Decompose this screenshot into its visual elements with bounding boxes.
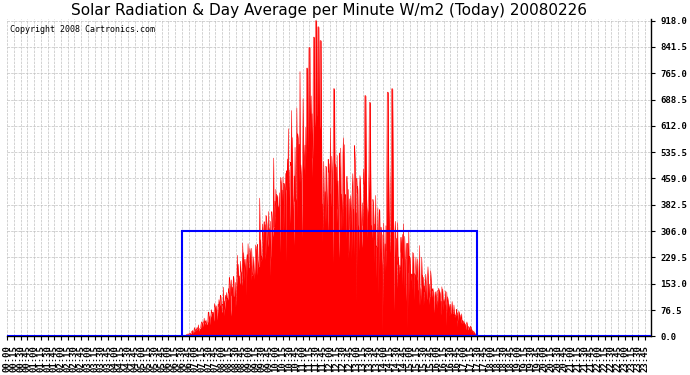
- Title: Solar Radiation & Day Average per Minute W/m2 (Today) 20080226: Solar Radiation & Day Average per Minute…: [71, 3, 587, 18]
- Text: Copyright 2008 Cartronics.com: Copyright 2008 Cartronics.com: [10, 25, 155, 34]
- Bar: [182, 231, 477, 336]
